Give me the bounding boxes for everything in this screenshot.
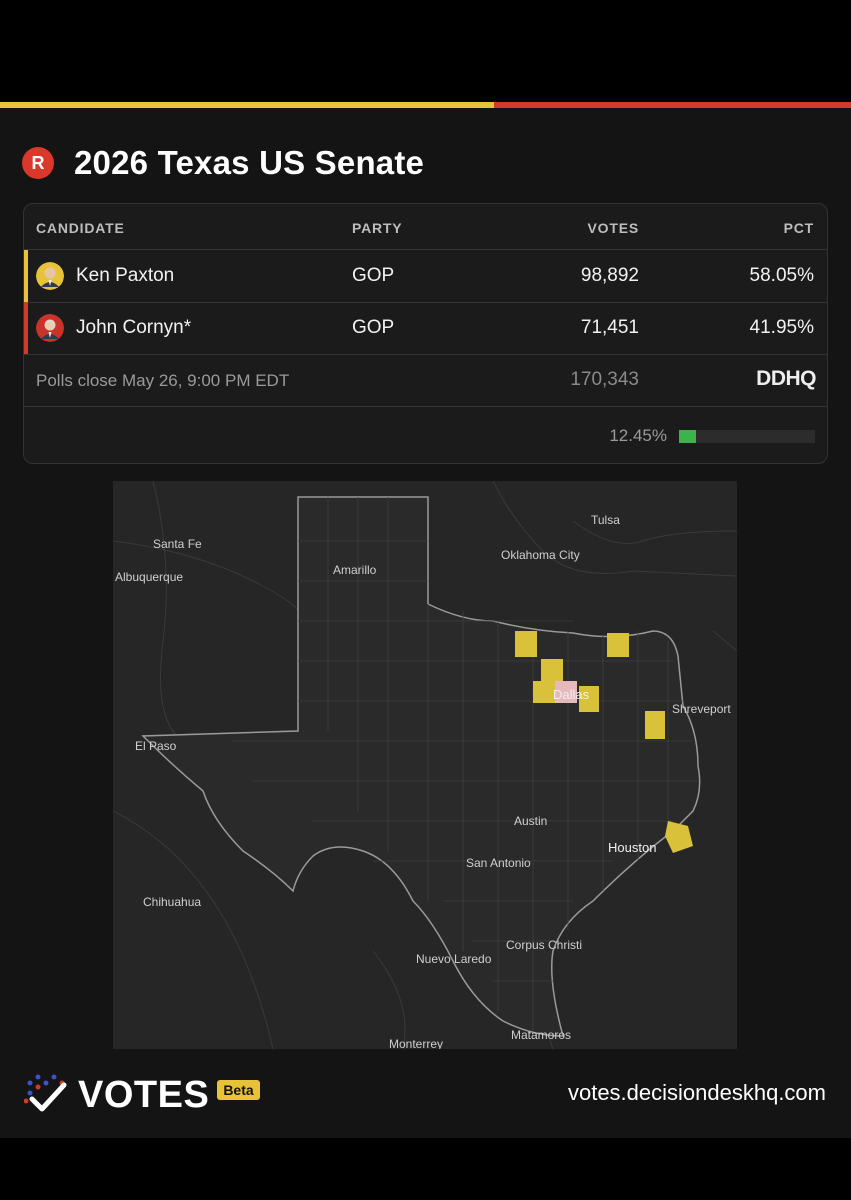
column-header-candidate: CANDIDATE [36, 220, 125, 236]
race-title: 2026 Texas US Senate [74, 144, 425, 181]
map-label-austin: Austin [514, 814, 547, 828]
map-label-san-antonio: San Antonio [466, 856, 531, 870]
progress-header-bar [0, 102, 851, 108]
map-label-amarillo: Amarillo [333, 563, 377, 577]
reporting-row: 12.45% [24, 407, 827, 463]
map-label-monterrey: Monterrey [389, 1037, 443, 1049]
candidate-party: GOP [352, 317, 395, 338]
candidate-name: Ken Paxton [76, 265, 175, 286]
candidate-party: GOP [352, 265, 395, 286]
map-label-chihuahua: Chihuahua [143, 895, 201, 909]
map-label-el-paso: El Paso [135, 739, 177, 753]
map-label-santa-fe: Santa Fe [153, 537, 202, 551]
avatar [36, 262, 64, 290]
title-row: R 2026 Texas US Senate [22, 144, 424, 182]
table-row[interactable]: John Cornyn* GOP 71,451 41.95% [24, 302, 827, 355]
map-label-shreveport: Shreveport [672, 702, 731, 716]
map-label-oklahoma-city: Oklahoma City [501, 548, 580, 562]
polls-close-text: Polls close May 26, 9:00 PM EDT [36, 371, 290, 390]
republican-badge: R [22, 147, 54, 179]
reporting-progress-bar [679, 430, 815, 443]
candidate-votes: 71,451 [580, 317, 639, 338]
county-results-map[interactable]: Santa Fe Albuquerque Amarillo Tulsa Okla… [113, 481, 737, 1049]
candidate-name: John Cornyn* [76, 317, 192, 338]
map-label-corpus-christi: Corpus Christi [506, 938, 582, 952]
map-label-houston: Houston [608, 840, 656, 855]
table-row[interactable]: Ken Paxton GOP 98,892 58.05% [24, 250, 827, 303]
results-card: R 2026 Texas US Senate CANDIDATE PARTY V… [0, 108, 851, 1138]
leader-color-bar [0, 102, 494, 108]
candidate-pct: 41.95% [749, 317, 814, 338]
column-header-votes: VOTES [587, 220, 639, 236]
reporting-percent: 12.45% [609, 426, 667, 445]
polls-row: Polls close May 26, 9:00 PM EDT 170,343 … [24, 354, 827, 407]
site-url[interactable]: votes.decisiondeskhq.com [567, 1080, 826, 1105]
map-label-tulsa: Tulsa [591, 513, 620, 527]
texas-map-svg: Santa Fe Albuquerque Amarillo Tulsa Okla… [113, 481, 737, 1049]
checkmark-dots-icon [24, 1074, 67, 1112]
map-label-matamoros: Matamoros [511, 1028, 571, 1042]
votes-logo: VOTES Beta [24, 1073, 260, 1117]
second-color-bar [494, 102, 851, 108]
column-header-party: PARTY [352, 220, 403, 236]
ddhq-logo: DDHQ [756, 367, 816, 390]
candidate-pct: 58.05% [749, 265, 814, 286]
results-table: CANDIDATE PARTY VOTES PCT Ken Paxton GOP… [23, 203, 828, 464]
reporting-progress-fill [679, 430, 696, 443]
table-header: CANDIDATE PARTY VOTES PCT [24, 204, 827, 250]
map-label-dallas: Dallas [553, 687, 590, 702]
brand-name: VOTES [78, 1073, 210, 1116]
leader-stripe [24, 250, 28, 302]
map-label-albuquerque: Albuquerque [115, 570, 183, 584]
map-label-nuevo-laredo: Nuevo Laredo [416, 952, 492, 966]
column-header-pct: PCT [783, 220, 814, 236]
candidate-votes: 98,892 [580, 265, 639, 286]
second-stripe [24, 302, 28, 354]
total-votes: 170,343 [570, 369, 639, 390]
beta-badge: Beta [217, 1080, 260, 1100]
avatar [36, 314, 64, 342]
bottom-margin [0, 1138, 851, 1200]
